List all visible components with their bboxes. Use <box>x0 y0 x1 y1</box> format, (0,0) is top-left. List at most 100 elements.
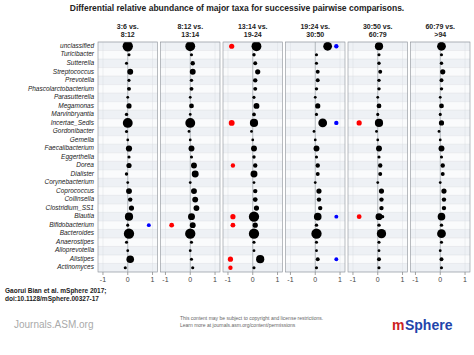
tick-mark <box>165 272 166 275</box>
grid-line <box>290 42 291 272</box>
dot <box>126 255 134 263</box>
dot <box>253 87 257 91</box>
dot <box>190 155 193 158</box>
dot <box>316 70 320 74</box>
dot <box>311 229 321 239</box>
dot <box>126 96 129 99</box>
category-label: Coprococcus <box>56 187 95 195</box>
panel-background <box>411 42 471 272</box>
footer-copyright: This content may be subject to copyright… <box>180 315 323 328</box>
dot <box>315 113 318 116</box>
dot <box>438 130 441 133</box>
dot <box>378 172 382 176</box>
panel-header: 13:14 vs.19-24 <box>238 23 268 38</box>
chart: Differential relative abundance of major… <box>0 0 474 355</box>
dot <box>377 103 382 108</box>
category-label: unclassified <box>60 42 94 49</box>
dot <box>439 96 442 99</box>
tick-label: 1 <box>401 276 405 283</box>
panel-frame <box>98 42 158 272</box>
dot <box>127 53 130 56</box>
dot <box>127 87 131 91</box>
dot <box>253 163 257 167</box>
points <box>437 42 446 269</box>
dot <box>317 197 321 201</box>
dot <box>252 42 262 51</box>
panel-frame <box>223 42 283 272</box>
grid-line <box>465 42 466 272</box>
panel-background <box>98 42 158 272</box>
dot <box>253 197 258 202</box>
category-label: Dorea <box>76 161 94 168</box>
panel-frame <box>348 42 408 272</box>
logo-sphere: Sphere <box>405 317 453 333</box>
points <box>123 42 151 269</box>
grid-line <box>227 42 228 272</box>
dot <box>314 213 322 221</box>
tick-mark <box>127 272 128 275</box>
row-band <box>411 42 471 51</box>
dot <box>123 118 133 128</box>
row-band <box>98 119 158 128</box>
dot <box>442 197 446 201</box>
grid-line <box>352 42 353 272</box>
dot <box>315 155 318 158</box>
tick-label: 0 <box>313 276 317 283</box>
category-label: Phascolarctobacterium <box>28 85 95 92</box>
dot <box>375 130 378 133</box>
footer-journal: Journals.ASM.org <box>14 319 93 330</box>
row-band <box>161 212 221 221</box>
panel-background <box>223 42 283 272</box>
logo-m: m <box>392 317 404 333</box>
dot <box>316 172 320 176</box>
grid-line <box>277 42 278 272</box>
dot <box>315 53 318 56</box>
dot <box>185 118 195 128</box>
dot <box>252 96 255 99</box>
dot <box>127 69 133 75</box>
tick-label: 1 <box>463 276 467 283</box>
tick-label: 0 <box>376 276 380 283</box>
dot <box>314 96 317 99</box>
dot <box>125 62 128 65</box>
dot <box>357 120 362 125</box>
dot <box>251 171 258 178</box>
dot <box>439 120 444 125</box>
dot <box>256 255 264 263</box>
dot <box>190 258 193 261</box>
dot <box>249 229 259 239</box>
grid-line <box>340 42 341 272</box>
dot <box>147 223 151 227</box>
grid-line <box>215 42 216 272</box>
dot <box>377 223 380 226</box>
dot <box>169 223 174 228</box>
category-label: Megamonas <box>58 102 95 110</box>
dot <box>441 163 445 167</box>
grid-line <box>152 42 153 272</box>
dot <box>253 189 257 193</box>
dot <box>334 257 338 261</box>
dot <box>376 96 379 99</box>
tick-mark <box>215 272 216 275</box>
category-label: Parasutterella <box>54 93 94 100</box>
grid-line <box>102 42 103 272</box>
dot <box>377 229 386 238</box>
row-band <box>98 212 158 221</box>
dot <box>334 44 338 48</box>
row-band <box>286 229 346 238</box>
dot <box>125 130 128 133</box>
dot <box>189 181 192 184</box>
dot <box>188 130 191 133</box>
category-label: Prevotella <box>65 76 94 83</box>
dot <box>125 113 128 116</box>
dot <box>189 139 192 142</box>
dot <box>229 120 235 126</box>
panel-background <box>286 42 346 272</box>
dot <box>126 163 131 168</box>
points <box>169 42 199 269</box>
dot <box>228 257 233 262</box>
points <box>311 42 338 269</box>
dot <box>315 241 318 244</box>
dot <box>228 266 232 270</box>
panel-header: 60:79 vs.>94 <box>425 23 455 38</box>
